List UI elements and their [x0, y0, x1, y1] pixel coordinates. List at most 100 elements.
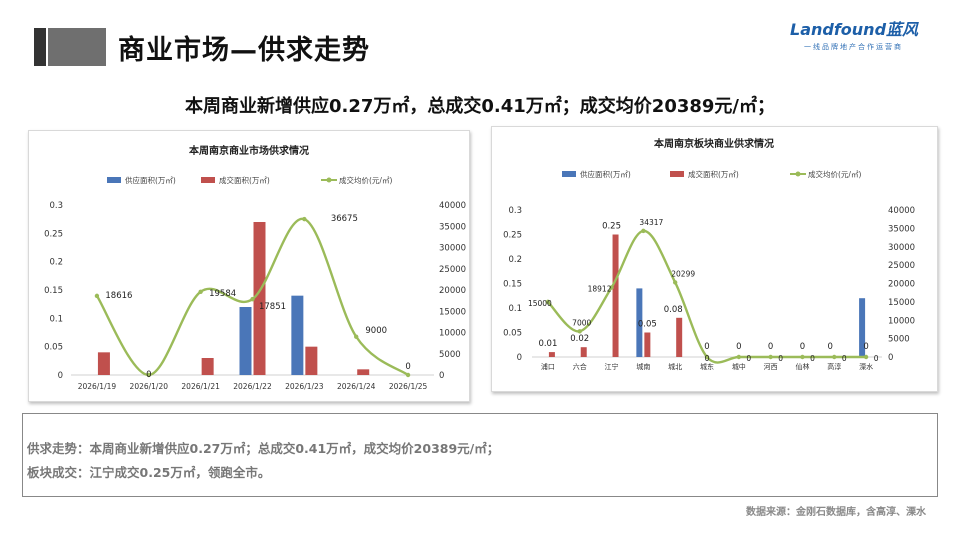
price-data-label: 0	[842, 354, 847, 363]
deal-data-label: 0	[828, 342, 833, 352]
legend-marker	[795, 171, 801, 177]
price-point	[832, 354, 837, 360]
price-data-label: 7000	[572, 318, 591, 327]
left-axis-tick-label: 0.2	[49, 258, 63, 268]
right-axis-tick-label: 5000	[439, 350, 461, 360]
deal-bar	[201, 358, 214, 375]
deal-bar	[357, 369, 370, 375]
right-axis-tick-label: 40000	[888, 206, 915, 216]
price-data-label: 0	[810, 354, 815, 363]
logo-main-text: Landfound蓝风	[790, 20, 919, 39]
x-axis-tick-label: 六合	[573, 362, 587, 371]
x-axis-tick-label: 江宁	[605, 362, 619, 371]
price-point	[545, 299, 551, 305]
x-axis-tick-label: 城中	[732, 362, 746, 371]
right-axis-tick-label: 40000	[439, 201, 466, 211]
x-axis-tick-label: 2026/1/21	[181, 382, 220, 391]
right-axis-tick-label: 20000	[888, 280, 915, 290]
right-axis-tick-label: 35000	[439, 222, 466, 232]
legend-label: 成交均价(元/㎡)	[339, 175, 392, 185]
right-axis-tick-label: 30000	[888, 243, 915, 253]
supply-bar	[859, 298, 866, 357]
price-point	[577, 329, 582, 334]
right-axis-tick-label: 10000	[888, 316, 915, 326]
price-point	[94, 293, 100, 299]
price-series-line	[95, 217, 409, 377]
deal-bar	[548, 352, 555, 357]
price-point	[302, 216, 307, 222]
left-axis-tick-label: 0.3	[508, 206, 522, 216]
legend-swatch	[562, 171, 576, 177]
price-point	[250, 296, 255, 302]
x-axis-tick-label: 2026/1/22	[233, 382, 272, 391]
left-axis-tick-label: 0.25	[503, 231, 522, 241]
price-point	[609, 285, 614, 290]
price-point	[800, 354, 805, 360]
logo-sub-text: 一线品牌地产合作运营商	[804, 43, 903, 51]
legend-swatch	[201, 177, 215, 183]
right-axis-tick-label: 30000	[439, 244, 466, 254]
data-source-note: 数据来源：金刚石数据库，含高淳、溧水	[746, 507, 926, 518]
deal-data-label: 0	[704, 342, 709, 352]
left-axis-tick-label: 0.3	[49, 201, 63, 211]
price-point	[405, 372, 411, 378]
price-data-label: 36675	[331, 214, 358, 224]
price-data-label: 34317	[639, 218, 663, 227]
price-point	[641, 228, 646, 234]
left-axis-tick-label: 0.1	[49, 314, 63, 324]
deal-data-label: 0	[863, 342, 868, 352]
legend-swatch	[670, 171, 684, 177]
price-point	[768, 354, 773, 360]
price-data-label: 20299	[671, 269, 695, 278]
city-chart-panel: 本周南京商业市场供求情况 供应面积(万㎡) 成交面积(万㎡) 成交均价(元/㎡) 0 0.…	[28, 130, 470, 402]
x-axis-tick-label: 浦口	[541, 362, 555, 371]
right-axis-tick-label: 5000	[888, 335, 910, 345]
deal-bar	[97, 352, 110, 375]
deal-data-label: 0.25	[602, 222, 621, 232]
price-data-label: 19584	[209, 289, 236, 299]
x-axis-tick-label: 城南	[636, 362, 650, 371]
left-axis-tick-label: 0.25	[44, 229, 63, 239]
chart-title: 本周南京板块商业供求情况	[654, 137, 774, 150]
right-axis-tick-label: 0	[888, 353, 893, 363]
deal-bar	[580, 347, 587, 357]
legend-label: 成交面积(万㎡)	[219, 175, 270, 185]
headline: 本周商业新增供应0.27万㎡，总成交0.41万㎡；成交均价20389元/㎡；	[184, 96, 776, 117]
legend-label: 成交均价(元/㎡)	[808, 169, 861, 179]
price-data-label: 0	[705, 354, 710, 363]
price-data-label: 0	[874, 354, 879, 363]
x-axis-tick-label: 河西	[764, 363, 778, 371]
right-axis-tick-label: 25000	[888, 261, 915, 271]
price-point	[146, 372, 151, 378]
district-chart-panel: 本周南京板块商业供求情况供应面积(万㎡) 成交面积(万㎡) 成交均价(元/㎡) 0 0.…	[491, 126, 938, 392]
price-data-label: 0	[778, 354, 783, 363]
left-axis-tick-label: 0.2	[508, 255, 522, 265]
price-data-label: 18912	[588, 284, 612, 293]
x-axis-tick-label: 2026/1/25	[389, 382, 428, 391]
price-point	[354, 334, 359, 339]
supply-bar	[636, 288, 643, 357]
left-axis-tick-label: 0.15	[503, 280, 522, 290]
left-axis-tick-label: 0.15	[44, 286, 63, 296]
deal-data-label: 0.02	[570, 334, 589, 344]
deal-bar	[612, 234, 619, 357]
right-axis-tick-label: 15000	[439, 307, 466, 317]
right-axis-tick-label: 35000	[888, 224, 915, 234]
right-axis-tick-label: 20000	[439, 286, 466, 296]
deal-data-label: 0.01	[538, 339, 557, 349]
legend-label: 成交面积(万㎡)	[688, 169, 739, 179]
x-axis-tick-label: 2026/1/23	[285, 382, 324, 391]
price-point	[736, 354, 742, 360]
left-axis-tick-label: 0.05	[44, 343, 63, 353]
right-axis-tick-label: 10000	[439, 329, 466, 339]
price-point	[198, 289, 203, 294]
deal-data-label: 0.08	[664, 305, 683, 315]
x-axis-tick-label: 2026/1/19	[78, 382, 117, 391]
x-axis-tick-label: 城东	[700, 362, 714, 371]
legend-label: 供应面积(万㎡)	[580, 169, 631, 179]
right-axis-tick-label: 0	[439, 371, 444, 381]
deal-data-label: 0.05	[638, 320, 657, 330]
deal-data-label: 0	[736, 342, 741, 352]
right-axis-tick-label: 25000	[439, 265, 466, 275]
